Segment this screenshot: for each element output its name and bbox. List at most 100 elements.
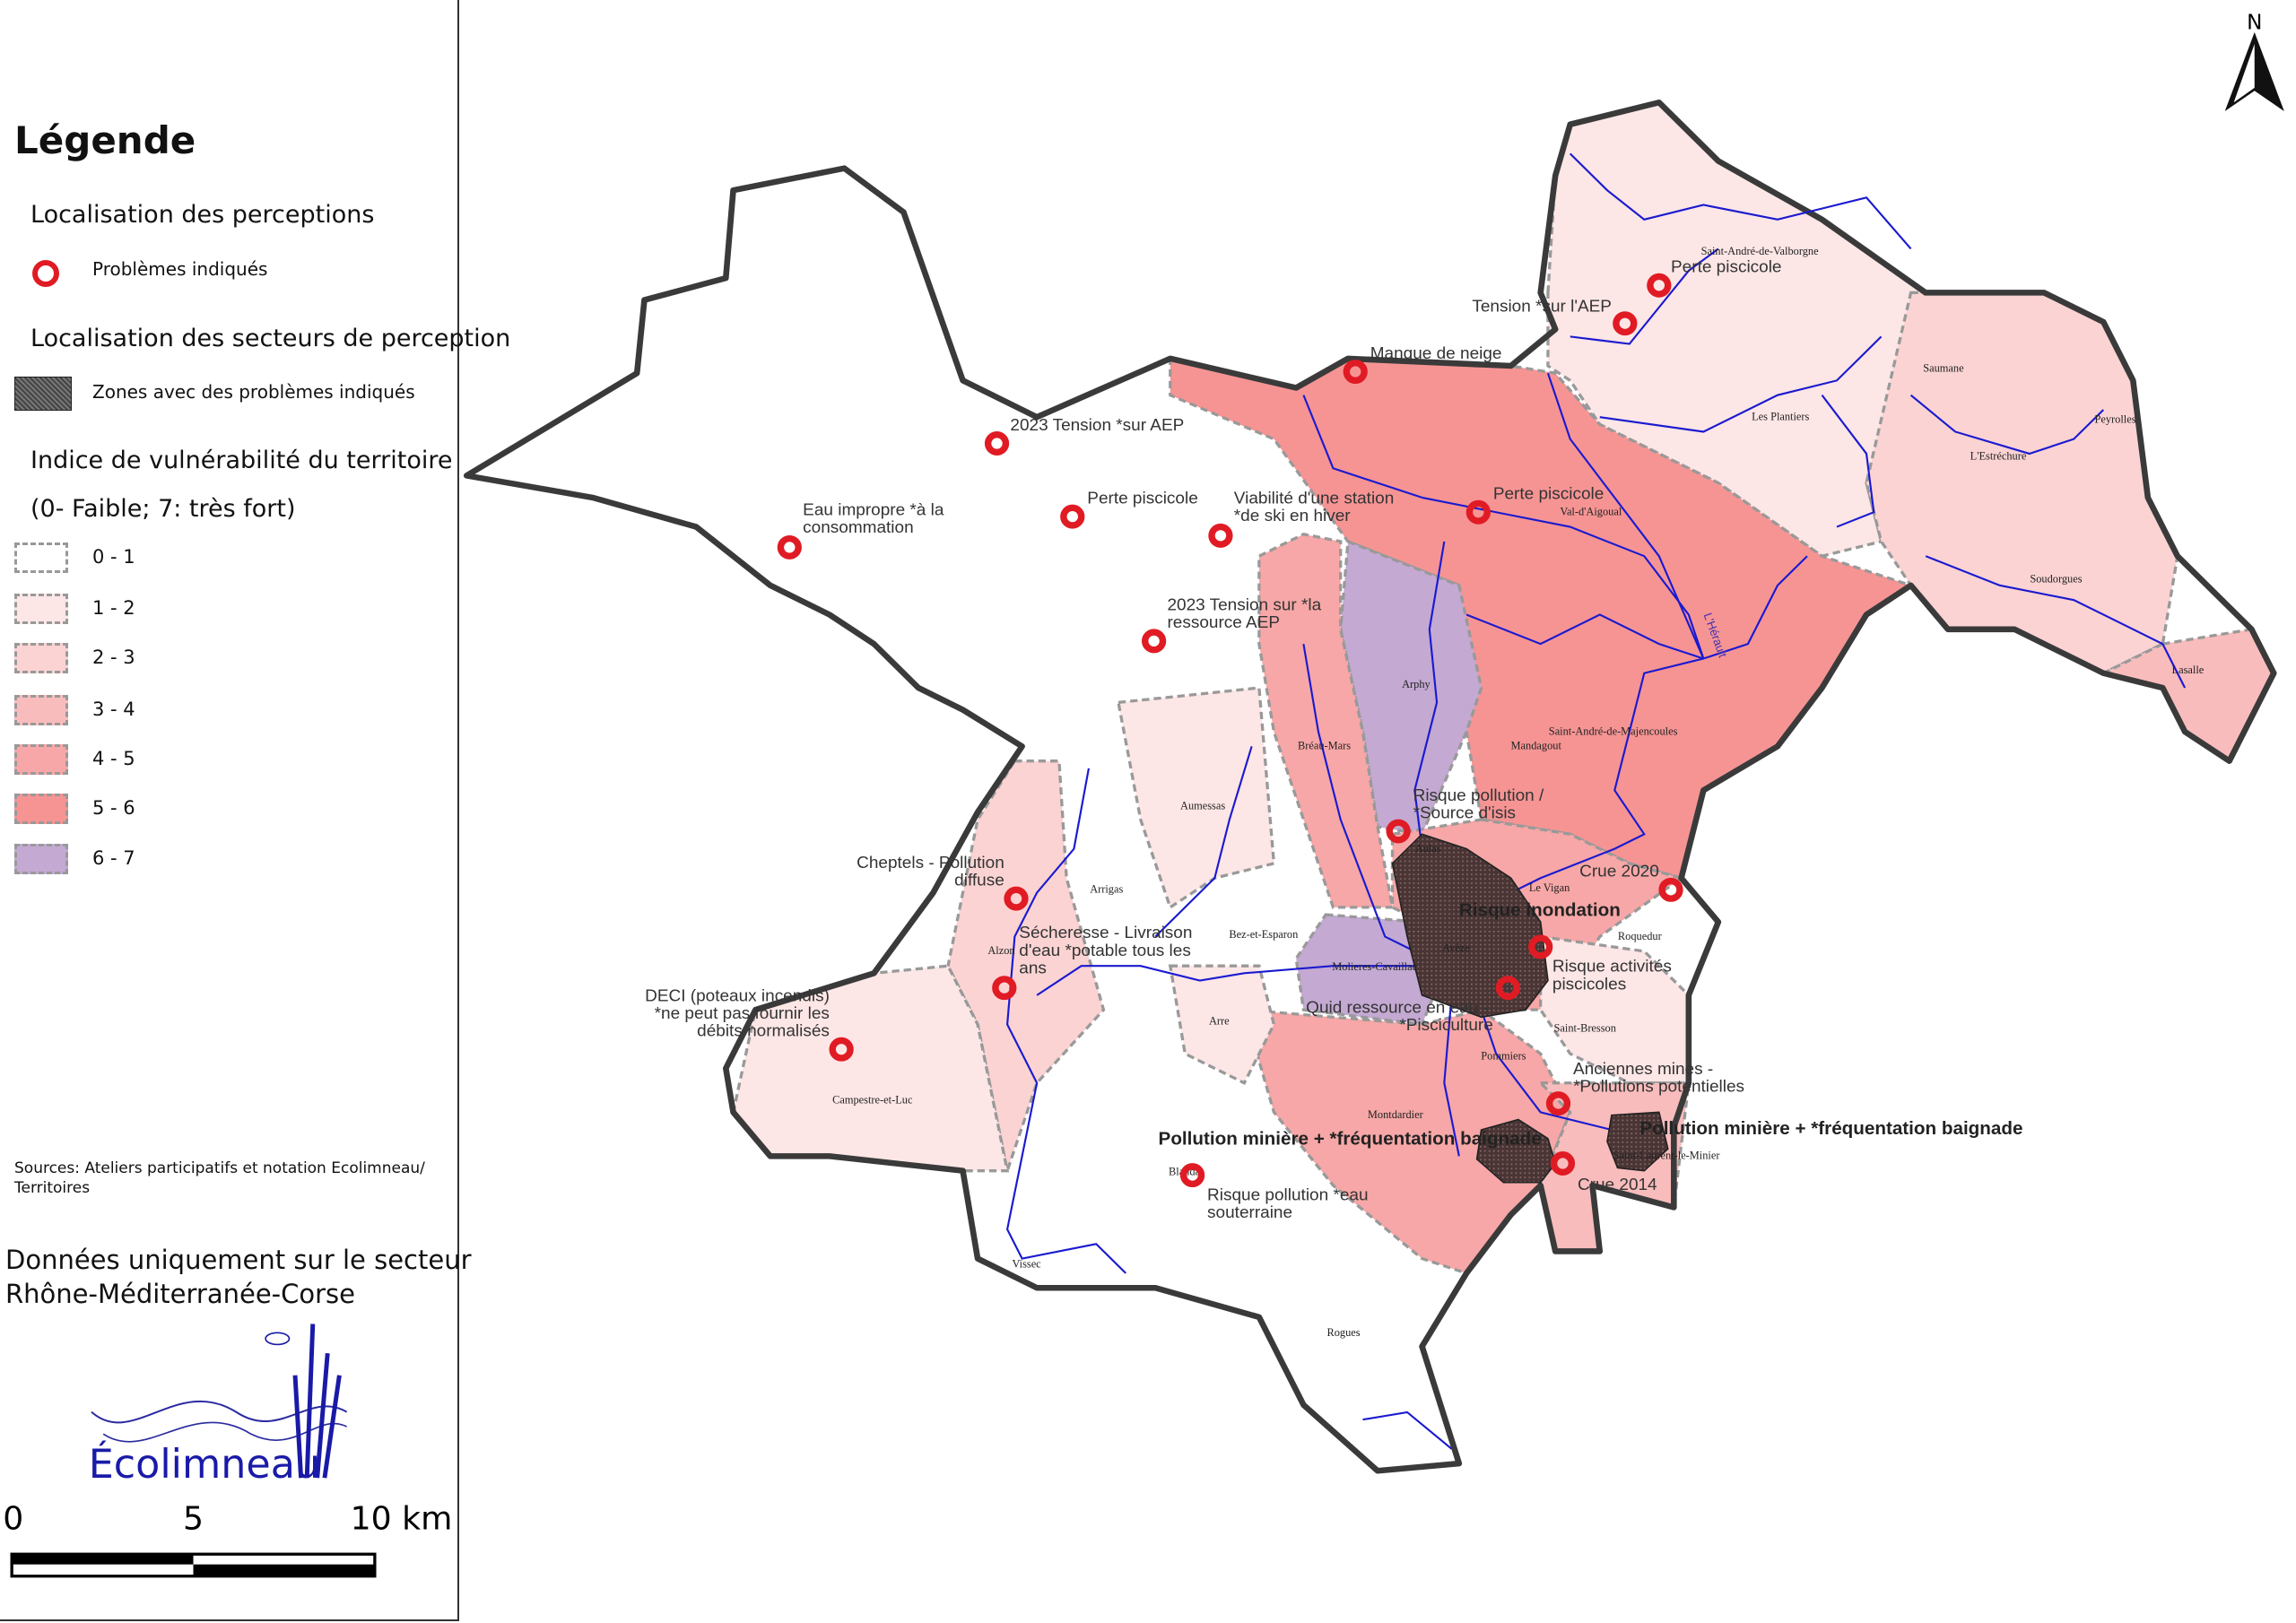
river xyxy=(1362,1410,1453,1450)
problem-marker[interactable] xyxy=(984,431,1010,456)
river xyxy=(1302,643,1415,952)
class-label: 1 - 2 xyxy=(92,597,135,619)
problem-markers xyxy=(777,273,1683,1188)
legend-panel: Légende Localisation des perceptions Pro… xyxy=(0,0,510,1621)
legend-perceptions-item: Problèmes indiqués xyxy=(92,258,268,280)
logo-text: Écolimneau xyxy=(89,1440,320,1488)
commune-label: Bréau-Mars xyxy=(1298,740,1351,752)
problem-marker[interactable] xyxy=(1004,886,1029,911)
river xyxy=(1422,496,1808,660)
zone-label: Pollution minière + *fréquentation baign… xyxy=(1639,1118,2022,1139)
problem-marker[interactable] xyxy=(829,1037,854,1062)
problem-marker[interactable] xyxy=(1647,273,1672,298)
commune-label: Vissec xyxy=(1012,1257,1041,1270)
legend-index-heading: Indice de vulnérabilité du territoire xyxy=(30,447,453,474)
commune-label: Mandagout xyxy=(1511,740,1562,752)
class-swatch-1-2 xyxy=(14,594,68,624)
legend-sectors-heading: Localisation des secteurs de perception xyxy=(30,325,511,352)
problem-label: Cheptels - Pollution diffuse xyxy=(857,854,1004,890)
class-swatch-0-1 xyxy=(14,542,68,573)
class-swatch-3-4 xyxy=(14,695,68,725)
problem-zone-aulas-aveze xyxy=(1391,833,1549,1019)
commune-label: Avèze xyxy=(1442,942,1470,954)
commune-label: Bez-et-Esparon xyxy=(1229,928,1298,941)
problem-marker[interactable] xyxy=(1343,360,1368,385)
scale-label: 10 km xyxy=(351,1500,453,1538)
problem-label: Anciennes mines -*Pollutions potentielle… xyxy=(1573,1060,1744,1096)
problem-label: Risque pollution / *Source d'isis xyxy=(1413,786,1544,822)
commune-label: Saint-André-de-Valborgne xyxy=(1701,245,1820,257)
legend-index-subheading: (0- Faible; 7: très fort) xyxy=(30,495,296,523)
problem-label: Quid ressource en eau -*Pisciculture xyxy=(1306,999,1493,1035)
problem-marker[interactable] xyxy=(1386,819,1411,844)
river xyxy=(1570,247,1719,345)
commune-label: Peyrolles xyxy=(2094,413,2135,426)
commune-label: Aulas xyxy=(1415,842,1441,855)
ecolimneau-logo: Écolimneau xyxy=(89,1324,348,1488)
problem-zone-montdardier xyxy=(1475,1118,1557,1184)
class-label: 6 - 7 xyxy=(92,847,135,869)
river xyxy=(1154,746,1253,938)
river xyxy=(1465,613,1704,660)
problem-label: 2023 Tension sur *la ressource AEP xyxy=(1167,596,1321,632)
commune-label: Saint-André-de-Majencoules xyxy=(1549,725,1678,737)
problem-marker[interactable] xyxy=(1658,877,1683,902)
note-line-1: Données uniquement sur le secteur xyxy=(5,1245,472,1275)
problem-marker[interactable] xyxy=(1465,499,1491,525)
communes: Saint-André-de-Valborgne Saumane Les Pla… xyxy=(832,245,2205,1339)
problem-label: Eau impropre *à la consommation xyxy=(803,501,944,537)
problem-label: Perte piscicole xyxy=(1493,485,1604,504)
legend-graphics: Écolimneau 0 5 10 km xyxy=(3,1324,453,1578)
commune-label: Molieres-Cavaillac xyxy=(1332,960,1417,973)
class-label: 0 - 1 xyxy=(92,546,135,568)
class-label: 3 - 4 xyxy=(92,699,135,720)
river xyxy=(1821,395,1875,528)
problem-marker[interactable] xyxy=(1141,629,1167,654)
problem-marker[interactable] xyxy=(1545,1091,1571,1116)
legend-perceptions-heading: Localisation des perceptions xyxy=(30,201,375,229)
river xyxy=(1599,335,1883,433)
river xyxy=(1302,395,1422,499)
problem-label: 2023 Tension *sur AEP xyxy=(1010,416,1184,435)
commune-label: Campestre-et-Luc xyxy=(832,1094,913,1107)
problem-marker[interactable] xyxy=(1179,1163,1205,1188)
north-arrow: N xyxy=(2224,12,2284,112)
problem-marker[interactable] xyxy=(992,976,1017,1001)
problem-label: Tension *sur l'AEP xyxy=(1472,298,1612,317)
class-label: 4 - 5 xyxy=(92,748,135,769)
territory-boundary xyxy=(463,99,2277,1474)
commune-label: Aumessas xyxy=(1180,800,1225,812)
problem-marker[interactable] xyxy=(1528,934,1553,959)
problem-label: Manque de neige xyxy=(1370,344,1502,363)
class-swatch-4-5 xyxy=(14,744,68,775)
commune-label: Arre xyxy=(1209,1015,1230,1028)
problem-marker[interactable] xyxy=(1613,311,1638,336)
zone-label: Pollution minière + *fréquentation baign… xyxy=(1159,1128,1542,1149)
note-line-2: Rhône-Méditerranée-Corse xyxy=(5,1279,355,1309)
river xyxy=(1510,657,1704,894)
scale-label: 0 xyxy=(3,1500,23,1538)
commune-label: Roquedur xyxy=(1618,930,1662,942)
sources-text: Sources: Ateliers participatifs et notat… xyxy=(14,1159,425,1197)
problem-label: DECI (poteaux incendis) *ne peut pas four… xyxy=(645,986,830,1040)
problem-label: Sécheresse - Livraison d'eau *potable tou… xyxy=(1019,924,1192,977)
scale-label: 5 xyxy=(183,1500,204,1538)
commune-label: L'Estréchure xyxy=(1970,450,2027,463)
commune-label: Saumane xyxy=(1923,362,1964,375)
problem-marker[interactable] xyxy=(777,534,802,560)
problem-marker[interactable] xyxy=(1550,1151,1576,1176)
class-swatch-5-6 xyxy=(14,794,68,824)
problem-zone-swatch-icon xyxy=(14,377,72,411)
legend-sectors-item: Zones avec des problèmes indiqués xyxy=(92,381,415,403)
north-label: N xyxy=(2247,12,2262,35)
problem-marker[interactable] xyxy=(1060,504,1085,529)
problem-marker[interactable] xyxy=(1495,976,1520,1001)
class-swatch-6-7 xyxy=(14,844,68,874)
problem-labels: Perte piscicole Tension *sur l'AEP Manqu… xyxy=(645,258,2022,1222)
class-label: 2 - 3 xyxy=(92,647,135,668)
commune-label: Rogues xyxy=(1326,1326,1360,1339)
scale-bar: 0 5 10 km xyxy=(3,1500,453,1578)
commune-label: Lasalle xyxy=(2172,664,2205,676)
problem-label: Risque activités piscicoles xyxy=(1552,958,1672,994)
problem-marker[interactable] xyxy=(1208,523,1233,548)
